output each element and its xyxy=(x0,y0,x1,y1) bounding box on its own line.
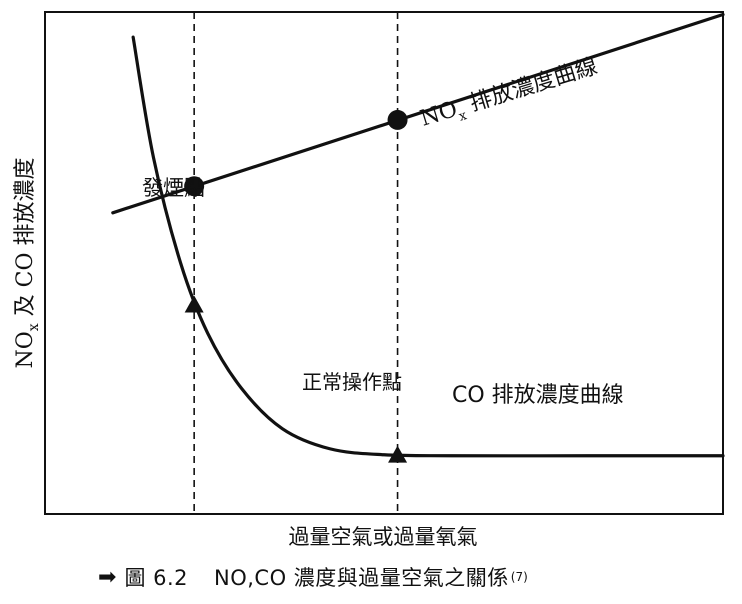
triangle-marker-4 xyxy=(388,445,408,463)
caption-number: 圖 6.2 xyxy=(124,566,189,590)
triangle-marker-3 xyxy=(184,295,204,313)
annotation-smoke-point: 發煙點 xyxy=(142,176,205,200)
y-axis-label: NOx 及 CO 排放濃度 xyxy=(13,157,42,368)
series-lines xyxy=(111,12,725,458)
caption-reference: (7) xyxy=(510,570,528,584)
annotation-operating-point: 正常操作點 xyxy=(302,370,402,394)
data-markers xyxy=(184,109,408,463)
series-line-co xyxy=(131,35,725,458)
series-line-nox xyxy=(111,12,725,215)
x-axis-label: 過量空氣或過量氧氣 xyxy=(289,525,478,549)
figure-caption: ➡ 圖 6.2 NO,CO 濃度與過量空氣之關係 (7) xyxy=(98,560,528,594)
series-label-co: CO 排放濃度曲線 xyxy=(452,383,624,408)
plot-frame xyxy=(44,11,724,515)
series-label-nox: NOx 排放濃度曲線 xyxy=(417,54,601,135)
reference-lines xyxy=(193,12,399,514)
arrow-right-icon: ➡ xyxy=(98,564,117,590)
caption-text: NO,CO 濃度與過量空氣之關係 xyxy=(214,566,509,590)
circle-marker-2 xyxy=(387,109,408,130)
circle-marker-1 xyxy=(184,176,205,197)
